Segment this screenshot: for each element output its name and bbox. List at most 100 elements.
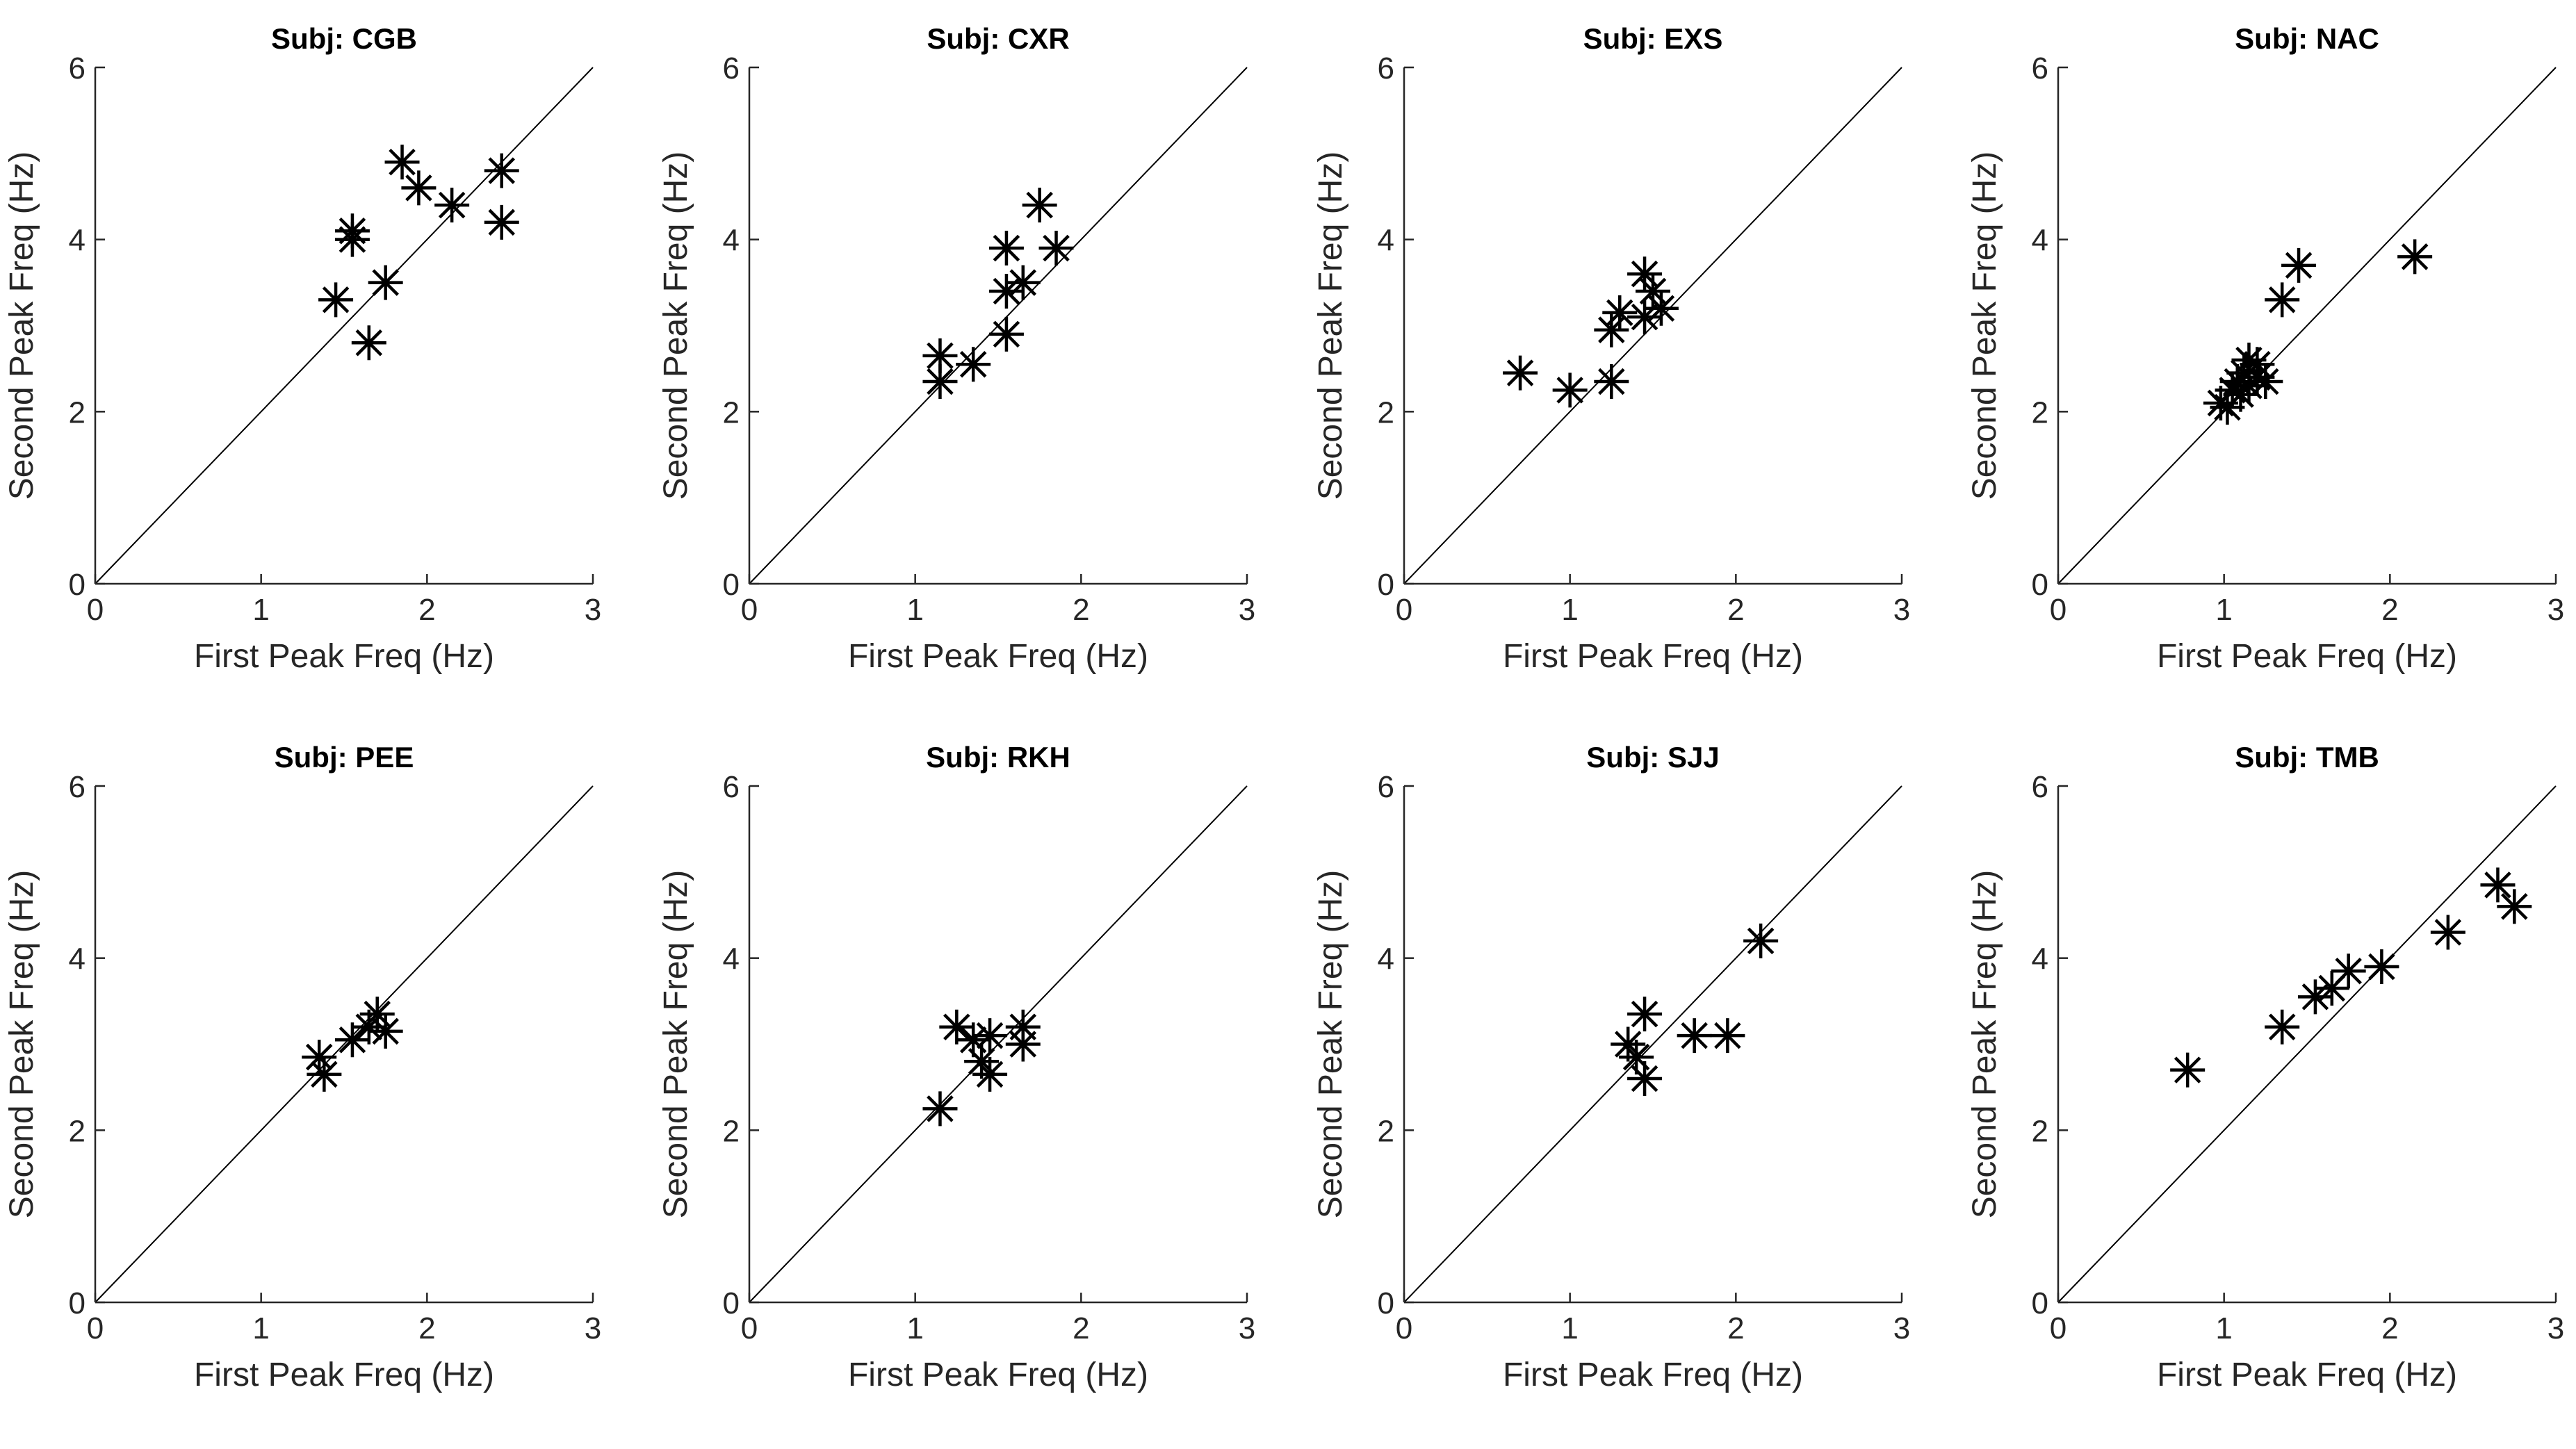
- x-tick-label: 3: [585, 1311, 601, 1345]
- x-axis-label: First Peak Freq (Hz): [848, 638, 1148, 675]
- data-point-marker: [2331, 953, 2366, 989]
- reference-line: [95, 785, 594, 1303]
- x-tick-label: 3: [1893, 1311, 1910, 1345]
- y-axis-label: Second Peak Freq (Hz): [658, 152, 694, 500]
- y-tick-label: 2: [723, 395, 740, 429]
- data-point-marker: [1627, 300, 1663, 335]
- scatter-panel: Subj: NAC 0 1 2 3 0 2 4 6 First Peak Freq (Hz) Sec…: [1966, 22, 2564, 675]
- x-axis-label: First Peak Freq (Hz): [2157, 1357, 2457, 1393]
- x-tick-label: 2: [1727, 593, 1744, 627]
- scatter-panel: Subj: SJJ 0 1 2 3 0 2 4 6 First Peak Freq (Hz) Sec…: [1312, 741, 1910, 1393]
- y-tick-label: 6: [723, 770, 740, 804]
- scatter-panel: Subj: CGB 0 1 2 3 0 2 4 6 First Peak Freq (Hz) Sec…: [3, 22, 601, 675]
- x-tick-label: 2: [1727, 1311, 1744, 1345]
- x-tick-label: 1: [2215, 1311, 2232, 1345]
- y-tick-label: 2: [1378, 1114, 1394, 1148]
- data-point-marker: [1743, 923, 1779, 958]
- x-tick-label: 1: [906, 1311, 923, 1345]
- data-point-marker: [2497, 889, 2532, 924]
- x-tick-label: 2: [1073, 593, 1089, 627]
- data-point-marker: [1627, 997, 1663, 1032]
- y-tick-label: 4: [2032, 224, 2048, 258]
- data-point-marker: [956, 347, 991, 382]
- x-tick-label: 0: [741, 1311, 758, 1345]
- data-point-marker: [2281, 247, 2317, 283]
- y-tick-label: 0: [2032, 1286, 2048, 1320]
- y-tick-label: 2: [2032, 1114, 2048, 1148]
- x-tick-label: 0: [1396, 1311, 1412, 1345]
- data-point-marker: [1636, 273, 1670, 309]
- y-axis-label: Second Peak Freq (Hz): [1966, 870, 2003, 1219]
- data-point-marker: [1627, 1061, 1663, 1097]
- data-point-marker: [368, 265, 403, 300]
- y-tick-label: 4: [723, 942, 740, 976]
- scatter-panel: Subj: PEE 0 1 2 3 0 2 4 6 First Peak Freq (Hz) Sec…: [3, 741, 601, 1393]
- data-point-marker: [2170, 1052, 2206, 1088]
- data-point-marker: [972, 1056, 1008, 1092]
- y-axis-label: Second Peak Freq (Hz): [1312, 870, 1349, 1219]
- x-tick-label: 3: [1893, 593, 1910, 627]
- y-tick-label: 0: [69, 1286, 85, 1320]
- y-tick-label: 0: [1378, 1286, 1394, 1320]
- x-axis-label: First Peak Freq (Hz): [848, 1357, 1148, 1393]
- data-point-marker: [2364, 949, 2399, 985]
- panel-title: Subj: RKH: [926, 741, 1070, 773]
- x-tick-label: 2: [1073, 1311, 1089, 1345]
- panel-title: Subj: PEE: [275, 741, 414, 773]
- data-point-marker: [401, 170, 437, 206]
- x-tick-label: 0: [2050, 593, 2066, 627]
- x-tick-label: 2: [418, 593, 435, 627]
- data-point-marker: [359, 997, 395, 1032]
- y-axis-label: Second Peak Freq (Hz): [658, 870, 694, 1219]
- x-tick-label: 1: [1561, 1311, 1578, 1345]
- y-tick-label: 4: [2032, 942, 2048, 976]
- x-tick-label: 0: [1396, 593, 1412, 627]
- scatter-panel: Subj: TMB 0 1 2 3 0 2 4 6 First Peak Freq (Hz) Sec…: [1966, 741, 2564, 1393]
- x-tick-label: 2: [2381, 593, 2398, 627]
- x-tick-label: 1: [252, 593, 269, 627]
- y-tick-label: 2: [2032, 395, 2048, 429]
- reference-line: [95, 67, 594, 584]
- data-point-marker: [922, 1091, 958, 1127]
- reference-line: [2057, 67, 2557, 584]
- reference-line: [1403, 785, 1902, 1303]
- y-tick-label: 0: [723, 1286, 740, 1320]
- y-tick-label: 6: [2032, 770, 2048, 804]
- data-point-marker: [334, 222, 370, 257]
- x-tick-label: 1: [252, 1311, 269, 1345]
- y-tick-label: 0: [69, 568, 85, 602]
- data-point-marker: [1677, 1018, 1712, 1054]
- data-point-marker: [1503, 355, 1538, 391]
- data-point-marker: [1038, 231, 1074, 266]
- data-point-marker: [2240, 347, 2275, 382]
- data-point-marker: [988, 231, 1024, 266]
- y-tick-label: 2: [69, 395, 85, 429]
- data-point-marker: [434, 188, 470, 223]
- data-point-marker: [1710, 1018, 1745, 1054]
- data-point-marker: [2314, 971, 2349, 1006]
- x-tick-label: 3: [1239, 593, 1255, 627]
- scatter-panel: Subj: RKH 0 1 2 3 0 2 4 6 First Peak Freq (Hz) Sec…: [658, 741, 1255, 1393]
- y-tick-label: 4: [1378, 942, 1394, 976]
- x-tick-label: 3: [2548, 593, 2564, 627]
- y-tick-label: 6: [69, 770, 85, 804]
- data-point-marker: [351, 325, 386, 361]
- data-point-marker: [1022, 188, 1057, 223]
- x-tick-label: 0: [2050, 1311, 2066, 1345]
- data-point-marker: [318, 282, 354, 318]
- data-point-marker: [368, 1013, 403, 1049]
- y-tick-label: 4: [69, 942, 85, 976]
- x-tick-label: 1: [2215, 593, 2232, 627]
- data-point-marker: [1643, 290, 1679, 326]
- data-point-marker: [484, 204, 519, 240]
- x-tick-label: 1: [906, 593, 923, 627]
- x-axis-label: First Peak Freq (Hz): [1503, 638, 1803, 675]
- y-tick-label: 0: [1378, 568, 1394, 602]
- data-point-marker: [484, 153, 519, 188]
- y-tick-label: 4: [69, 224, 85, 258]
- x-axis-label: First Peak Freq (Hz): [1503, 1357, 1803, 1393]
- x-tick-label: 0: [741, 593, 758, 627]
- data-point-marker: [2248, 363, 2283, 399]
- x-axis-label: First Peak Freq (Hz): [194, 638, 494, 675]
- y-tick-label: 6: [69, 51, 85, 85]
